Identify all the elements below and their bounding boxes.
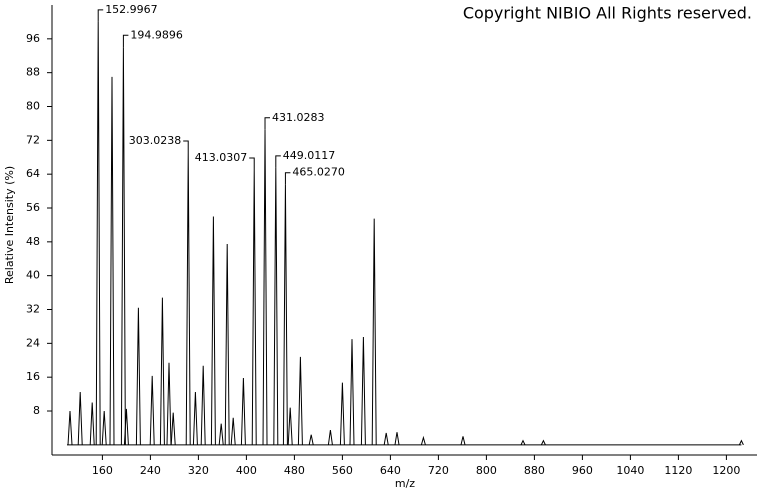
peak — [460, 436, 466, 445]
y-tick-label: 72 — [26, 133, 40, 146]
annotation-leader — [284, 172, 291, 185]
x-tick-label: 960 — [572, 464, 593, 477]
chart-title: Copyright NIBIO All Rights reserved. — [463, 4, 752, 23]
peak — [218, 423, 224, 445]
peak — [420, 435, 426, 445]
peak — [297, 356, 303, 445]
peak — [339, 382, 345, 445]
x-axis-label: m/z — [395, 477, 415, 490]
peak — [149, 375, 155, 445]
x-tick-label: 320 — [188, 464, 209, 477]
peak — [101, 410, 107, 445]
annotation-label: 413.0307 — [195, 151, 248, 164]
annotation-label: 465.0270 — [292, 166, 345, 179]
peak — [540, 439, 546, 446]
annotation-leader — [183, 140, 189, 154]
y-tick-label: 40 — [26, 269, 40, 282]
peak — [273, 167, 279, 445]
y-tick-label: 56 — [26, 201, 40, 214]
peak — [360, 336, 366, 445]
peak — [308, 434, 314, 445]
peak — [109, 76, 115, 445]
peak — [210, 216, 216, 445]
peak — [240, 378, 246, 445]
x-tick-label: 560 — [332, 464, 353, 477]
peak — [67, 410, 73, 445]
peak — [327, 429, 333, 445]
y-tick-label: 80 — [26, 100, 40, 113]
x-tick-label: 720 — [428, 464, 449, 477]
peak — [123, 408, 129, 445]
x-tick-label: 1040 — [616, 464, 644, 477]
peak — [170, 412, 176, 445]
x-tick-label: 160 — [92, 464, 113, 477]
peak — [371, 218, 377, 445]
x-tick-label: 480 — [284, 464, 305, 477]
peak — [200, 365, 206, 445]
peak — [159, 297, 165, 445]
peak — [738, 439, 744, 446]
annotation-leader — [97, 9, 104, 22]
peak — [394, 432, 400, 445]
peak — [520, 439, 526, 446]
peak — [77, 391, 83, 445]
x-tick-label: 240 — [140, 464, 161, 477]
peak — [224, 243, 230, 445]
annotation-leader — [275, 155, 281, 168]
annotation-leader — [249, 157, 255, 170]
annotation-label: 303.0238 — [129, 134, 182, 147]
peak — [166, 362, 172, 445]
annotation-label: 194.9896 — [130, 28, 183, 41]
x-tick-label: 1120 — [664, 464, 692, 477]
peak — [349, 339, 355, 445]
annotation-leader — [264, 117, 271, 130]
x-tick-label: 880 — [524, 464, 545, 477]
x-tick-label: 400 — [236, 464, 257, 477]
peak — [230, 417, 236, 445]
annotation-label: 152.9967 — [105, 3, 158, 16]
x-tick-label: 800 — [476, 464, 497, 477]
annotation-label: 449.0117 — [283, 149, 336, 162]
y-tick-label: 8 — [33, 404, 40, 417]
y-tick-label: 96 — [26, 32, 40, 45]
peak — [287, 407, 293, 445]
peak — [251, 169, 257, 445]
annotation-label: 431.0283 — [272, 111, 325, 124]
peak — [383, 432, 389, 445]
y-tick-label: 64 — [26, 167, 40, 180]
y-tick-label: 16 — [26, 370, 40, 383]
peak — [89, 402, 95, 445]
annotation-leader — [122, 34, 129, 48]
y-tick-label: 32 — [26, 303, 40, 316]
x-tick-label: 1200 — [712, 464, 740, 477]
peak — [192, 391, 198, 445]
y-tick-label: 48 — [26, 235, 40, 248]
y-axis-label: Relative Intensity (%) — [3, 166, 16, 284]
peak — [95, 21, 101, 445]
y-tick-label: 88 — [26, 66, 40, 79]
y-tick-label: 24 — [26, 336, 40, 349]
peak — [135, 307, 141, 445]
x-tick-label: 640 — [380, 464, 401, 477]
